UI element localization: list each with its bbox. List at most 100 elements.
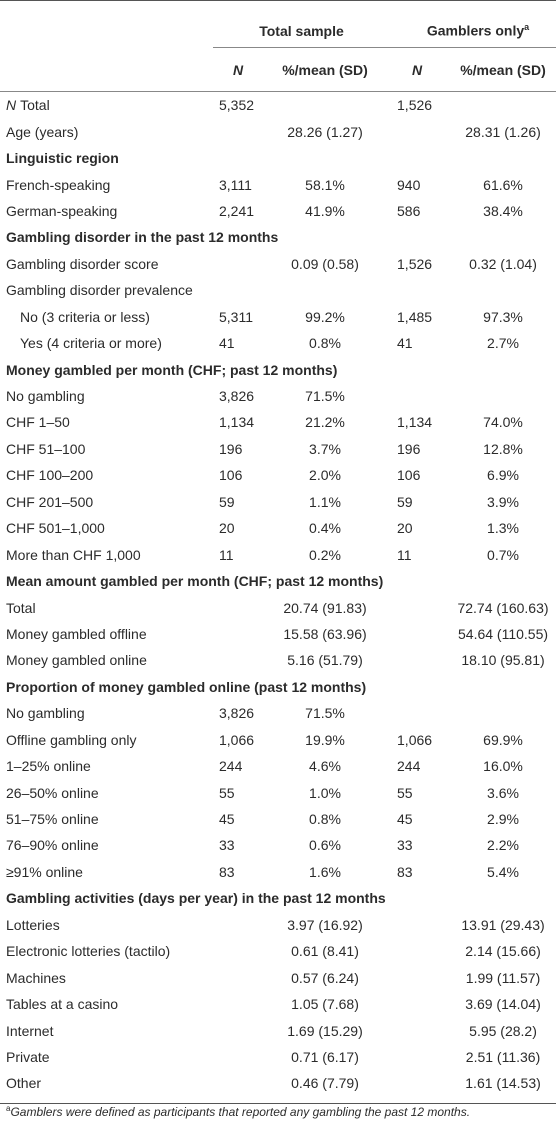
cell: 0.71 (6.17) [291,1048,359,1065]
row-label-text: CHF 501–1,000 [6,520,105,537]
row-label: Yes (4 criteria or more) [0,330,213,356]
cell [260,277,390,303]
cell: 1,066 [397,731,433,748]
footnote-text: Gamblers were defined as participants th… [10,1105,471,1119]
row-label: Internet [0,1017,213,1043]
row-label: More than CHF 1,000 [0,541,213,567]
row-label-text: Money gambled online [6,652,147,669]
row-label-text: 51–75% online [6,811,99,828]
cell [390,964,450,990]
cell: 3,826 [219,705,255,722]
row-label-text: French-speaking [6,176,111,193]
section-title: Proportion of money gambled online (past… [6,678,367,695]
cell: 3.9% [487,493,519,510]
cell: 97.3% [483,308,523,325]
footnote-marker: a [6,1104,11,1113]
row-label-text: More than CHF 1,000 [6,546,141,563]
row-label: CHF 1–50 [0,409,213,435]
cell: 0.57 (6.24) [291,969,359,986]
cell: 196 [219,440,243,457]
row-label: Gambling disorder prevalence [0,277,213,303]
section-row: Gambling activities (days per year) in t… [0,885,556,911]
cell: 1.1% [309,493,341,510]
table-row: 1–25% online 244 4.6% 244 16.0% [0,753,556,779]
section-title: Gambling activities (days per year) in t… [6,890,386,907]
cell [213,912,260,938]
table-row: CHF 201–500 59 1.1% 59 3.9% [0,489,556,515]
cell: 59 [219,493,235,510]
row-label-italic: N [6,97,17,114]
cell: 1,066 [219,731,255,748]
cell: 33 [219,837,235,854]
cell [213,277,260,303]
cell [260,92,390,119]
cell: 5.4% [487,863,519,880]
cell: 2.9% [487,811,519,828]
cell: 71.5% [305,705,345,722]
row-label: No gambling [0,383,213,409]
cell: 16.0% [483,758,523,775]
cell: 0.61 (8.41) [291,943,359,960]
row-label-text: Gambling disorder score [6,255,159,272]
cell: 2.14 (15.66) [465,943,541,960]
cell [450,700,556,726]
cell [390,1044,450,1070]
cell [450,383,556,409]
row-label: 51–75% online [0,806,213,832]
section-row: Linguistic region [0,145,556,171]
cell [213,118,260,144]
table-row: Yes (4 criteria or more) 41 0.8% 41 2.7% [0,330,556,356]
cell [390,594,450,620]
row-label: 26–50% online [0,779,213,805]
cell: 2.7% [487,335,519,352]
row-label-text: Electronic lotteries (tactilo) [6,943,171,960]
table-row: Gambling disorder score 0.09 (0.58) 1,526 0… [0,251,556,277]
cell [213,647,260,673]
row-label: Total [0,594,213,620]
cell [213,1044,260,1070]
cell [390,647,450,673]
table-header: Total sample Gamblers onlya N %/mean (SD… [0,0,556,92]
cell: 1,134 [397,414,433,431]
table-row: Other 0.46 (7.79) 1.61 (14.53) [0,1070,556,1103]
section-title: Mean amount gambled per month (CHF; past… [6,573,384,590]
cell: 0.32 (1.04) [469,255,537,272]
table-row: Machines 0.57 (6.24) 1.99 (11.57) [0,964,556,990]
section-row: Mean amount gambled per month (CHF; past… [0,568,556,594]
cell: 28.26 (1.27) [287,123,363,140]
cell: 0.09 (0.58) [291,255,359,272]
section-title: Linguistic region [6,150,119,167]
row-label-text: Gambling disorder prevalence [6,282,193,299]
row-label-text: CHF 201–500 [6,493,94,510]
cell: 0.4% [309,520,341,537]
row-label: ≥91% online [0,859,213,885]
subheader: N [213,47,260,92]
cell [213,251,260,277]
table-row: 76–90% online 33 0.6% 33 2.2% [0,832,556,858]
footnote: aGamblers were defined as participants t… [6,1104,470,1119]
row-label: Gambling disorder score [0,251,213,277]
cell [390,938,450,964]
cell [390,700,450,726]
row-label-text: 76–90% online [6,837,99,854]
cell: 5.95 (28.2) [469,1022,537,1039]
cell [213,964,260,990]
superscript: a [524,22,530,33]
section-title: Gambling disorder in the past 12 months [6,229,279,246]
header-blank [0,1,213,48]
row-label-text: Private [6,1048,50,1065]
cell: 21.2% [305,414,345,431]
table-row: Electronic lotteries (tactilo) 0.61 (8.41… [0,938,556,964]
row-label: N Total [0,92,213,119]
cell: 13.91 (29.43) [461,916,545,933]
row-label: French-speaking [0,171,213,197]
row-label-text: Total [20,97,50,114]
cell: 33 [397,837,413,854]
cell: 58.1% [305,176,345,193]
row-label-text: CHF 100–200 [6,467,94,484]
table-row: Offline gambling only 1,066 19.9% 1,066 69.9… [0,727,556,753]
cell: 244 [219,758,243,775]
cell: 59 [397,493,413,510]
data-table: Total sample Gamblers onlya N %/mean (SD… [0,0,556,1104]
